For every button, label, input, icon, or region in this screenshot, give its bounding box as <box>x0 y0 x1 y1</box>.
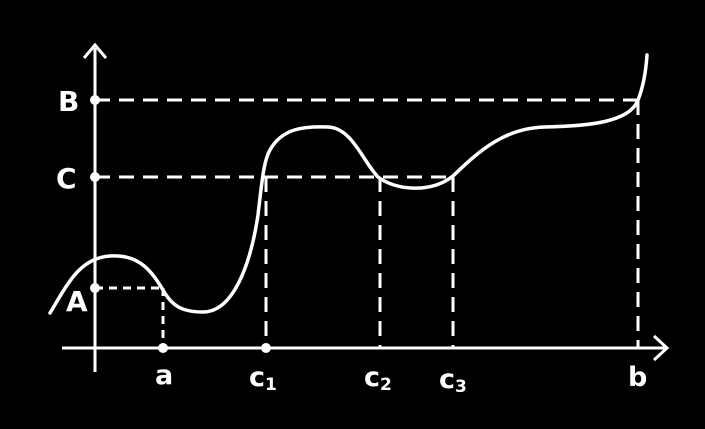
label-c3-subscript: 3 <box>455 377 467 397</box>
y-axis-arrowhead <box>82 42 108 59</box>
point-c1-on-axis <box>261 343 271 353</box>
point-B-on-axis <box>90 95 100 105</box>
point-C-on-axis <box>90 172 100 182</box>
label-c1: c1 <box>249 362 277 395</box>
point-A-on-axis <box>90 283 100 293</box>
label-b: b <box>628 362 647 393</box>
function-curve <box>48 53 649 315</box>
label-c2: c2 <box>364 362 392 395</box>
label-C: C <box>56 162 77 195</box>
label-B: B <box>58 85 79 118</box>
label-c3: c3 <box>439 364 467 397</box>
label-c2-base: c <box>364 362 380 393</box>
label-a: a <box>155 360 173 391</box>
x-axis-arrowhead <box>652 334 670 362</box>
label-c1-base: c <box>249 362 265 393</box>
label-c3-base: c <box>439 364 455 395</box>
label-c2-subscript: 2 <box>380 375 392 395</box>
point-a-on-axis <box>158 343 168 353</box>
label-c1-subscript: 1 <box>265 375 277 395</box>
label-A: A <box>66 285 88 318</box>
